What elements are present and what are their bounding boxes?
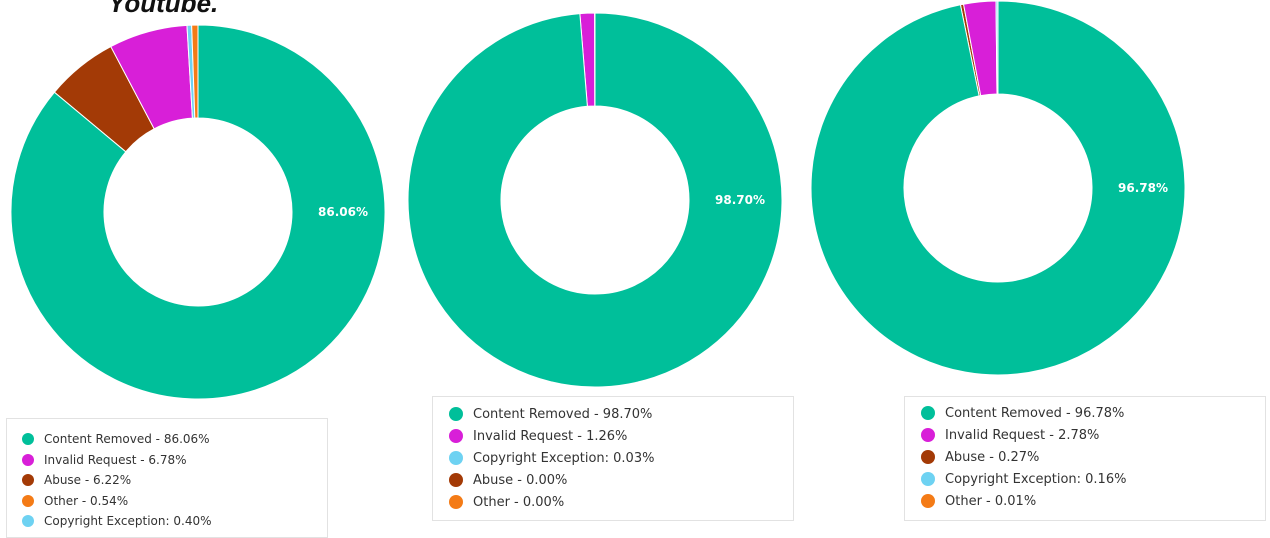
legend-label: Invalid Request - 6.78% (44, 453, 187, 467)
legend-item: Abuse - 0.00% (433, 469, 793, 491)
legend-item: Abuse - 6.22% (7, 470, 327, 491)
legend-swatch (22, 433, 34, 445)
legend-swatch (449, 451, 463, 465)
legend-item: Copyright Exception: 0.40% (7, 511, 327, 532)
legend-label: Copyright Exception: 0.40% (44, 514, 211, 528)
legend-label: Content Removed - 98.70% (473, 407, 652, 422)
legend-item: Content Removed - 98.70% (433, 403, 793, 425)
legend-swatch (449, 429, 463, 443)
legend-label: Other - 0.00% (473, 495, 564, 510)
legend-label: Content Removed - 86.06% (44, 432, 210, 446)
legend-swatch (921, 450, 935, 464)
legend-label: Invalid Request - 2.78% (945, 428, 1099, 443)
slice-label: 96.78% (1118, 181, 1168, 195)
legend-label: Other - 0.01% (945, 494, 1036, 509)
legend-label: Abuse - 6.22% (44, 473, 131, 487)
legend-label: Abuse - 0.00% (473, 473, 567, 488)
legend-swatch (22, 515, 34, 527)
legend-swatch (22, 474, 34, 486)
legend-label: Other - 0.54% (44, 494, 128, 508)
legend-swatch (921, 472, 935, 486)
legend-swatch (449, 495, 463, 509)
legend-item: Content Removed - 86.06% (7, 429, 327, 450)
slice-label: 86.06% (318, 205, 368, 219)
donut-chart-2: 98.70% (408, 13, 782, 387)
legend-item: Other - 0.01% (905, 490, 1265, 512)
legend-item: Invalid Request - 2.78% (905, 424, 1265, 446)
legend-3: Content Removed - 96.78% Invalid Request … (904, 396, 1266, 521)
legend-label: Invalid Request - 1.26% (473, 429, 627, 444)
donut-chart-1: 86.06% (11, 25, 385, 399)
legend-item: Abuse - 0.27% (905, 446, 1265, 468)
legend-label: Copyright Exception: 0.16% (945, 472, 1126, 487)
legend-swatch (22, 495, 34, 507)
legend-swatch (449, 473, 463, 487)
legend-item: Content Removed - 96.78% (905, 402, 1265, 424)
legend-item: Copyright Exception: 0.16% (905, 468, 1265, 490)
legend-swatch (921, 428, 935, 442)
legend-2: Content Removed - 98.70% Invalid Request … (432, 396, 794, 521)
legend-swatch (22, 454, 34, 466)
legend-item: Other - 0.00% (433, 491, 793, 513)
legend-item: Other - 0.54% (7, 491, 327, 512)
donut-chart-3: 96.78% (811, 1, 1185, 375)
legend-item: Copyright Exception: 0.03% (433, 447, 793, 469)
legend-swatch (921, 494, 935, 508)
slice-label: 98.70% (715, 193, 765, 207)
legend-swatch (921, 406, 935, 420)
legend-label: Copyright Exception: 0.03% (473, 451, 654, 466)
legend-swatch (449, 407, 463, 421)
legend-1: Content Removed - 86.06% Invalid Request … (6, 418, 328, 538)
legend-label: Content Removed - 96.78% (945, 406, 1124, 421)
legend-label: Abuse - 0.27% (945, 450, 1039, 465)
legend-item: Invalid Request - 1.26% (433, 425, 793, 447)
legend-item: Invalid Request - 6.78% (7, 450, 327, 471)
